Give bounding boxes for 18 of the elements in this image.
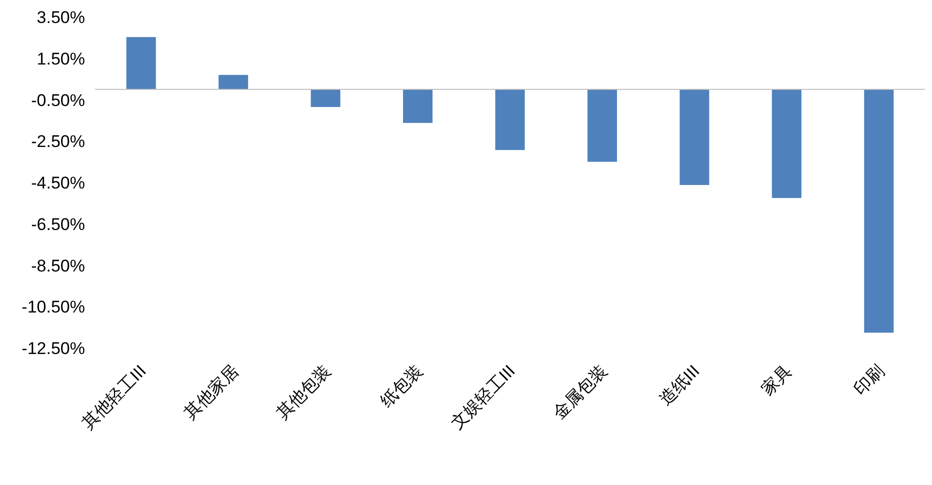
y-tick-label: -4.50% <box>31 174 85 192</box>
y-tick-label: -12.50% <box>22 339 85 358</box>
y-tick-label: -10.50% <box>22 298 85 317</box>
y-tick-label: -0.50% <box>31 90 85 110</box>
x-tick-label: 印刷 <box>850 361 888 399</box>
x-tick-label: 文娱轻工III <box>447 361 519 433</box>
x-tick-label: 其他包装 <box>272 361 334 423</box>
y-tick-label: 1.50% <box>36 49 85 68</box>
x-tick-label: 其他轻工III <box>78 361 150 433</box>
x-tick-label: 家具 <box>758 361 796 399</box>
x-tick-label: 造纸III <box>656 361 704 409</box>
x-tick-label: 其他家居 <box>180 361 242 423</box>
y-tick-label: 3.50% <box>36 8 85 27</box>
y-tick-label: -2.50% <box>31 132 85 152</box>
y-tick-label: -6.50% <box>31 214 85 234</box>
x-tick-label: 金属包装 <box>550 361 612 423</box>
x-tick-label: 纸包装 <box>377 361 427 411</box>
y-tick-label: -8.50% <box>31 256 85 276</box>
